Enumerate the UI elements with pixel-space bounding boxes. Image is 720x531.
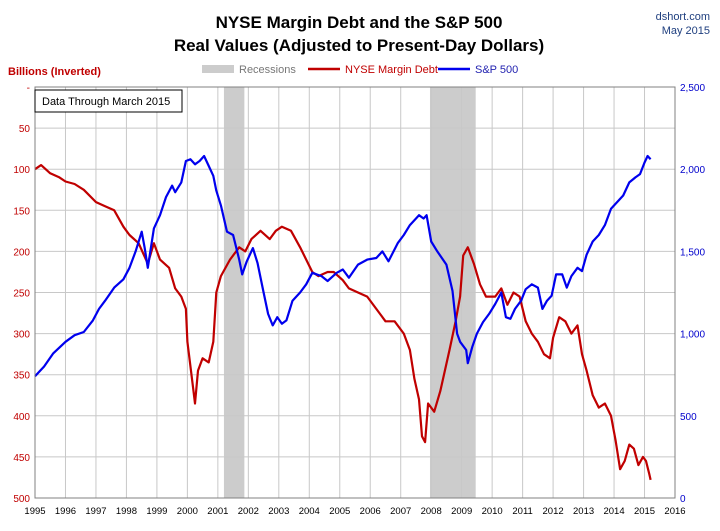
- left-axis-label: Billions (Inverted): [8, 66, 101, 78]
- x-axis-tick-label: 2002: [238, 506, 259, 517]
- left-axis-tick-label: 300: [13, 330, 30, 341]
- right-axis-tick-label: 2,000: [680, 165, 705, 176]
- x-axis-tick-label: 2016: [664, 506, 685, 517]
- margin-debt-line: [34, 164, 652, 481]
- left-axis-tick-label: 50: [19, 124, 31, 135]
- gridlines: [34, 86, 676, 499]
- right-axis-tick-label: 0: [680, 494, 686, 505]
- chart-title: NYSE Margin Debt and the S&P 500: [216, 13, 503, 32]
- right-axis-tick-label: 2,500: [680, 83, 705, 94]
- x-axis-tick-label: 2009: [451, 506, 472, 517]
- x-axis-tick-label: 2010: [482, 506, 503, 517]
- legend-recessions-label: Recessions: [239, 64, 296, 76]
- series-layer: [34, 154, 652, 481]
- left-axis-tick-label: 250: [13, 289, 30, 300]
- x-axis-tick-label: 2006: [360, 506, 381, 517]
- annotation-box: Data Through March 2015: [34, 89, 183, 113]
- right-axis-tick-label: 1,500: [680, 247, 705, 258]
- x-axis-tick-label: 2001: [207, 506, 228, 517]
- x-axis-tick-label: 2013: [573, 506, 594, 517]
- x-axis-tick-label: 2012: [543, 506, 564, 517]
- left-axis-tick-label: 200: [13, 247, 30, 258]
- x-axis-tick-label: 2007: [390, 506, 411, 517]
- right-axis-tick-label: 1,000: [680, 330, 705, 341]
- left-axis-tick-label: 500: [13, 494, 30, 505]
- left-axis-tick-label: 450: [13, 453, 30, 464]
- axes: - 50 100 150 200 250 300 350 400 450 500 0 500 1,000 1…: [13, 83, 705, 517]
- x-axis-tick-label: 2008: [421, 506, 442, 517]
- x-axis-tick-label: 1998: [116, 506, 137, 517]
- annotation-border: [34, 89, 183, 113]
- x-axis-tick-label: 2011: [512, 506, 532, 517]
- sp500-line: [34, 154, 652, 378]
- left-axis-tick-label: 150: [13, 206, 30, 217]
- x-axis-tick-label: 1997: [85, 506, 106, 517]
- x-axis-tick-label: 2000: [177, 506, 198, 517]
- x-axis-tick-label: 1996: [55, 506, 76, 517]
- date-label: May 2015: [662, 25, 710, 37]
- legend: Recessions NYSE Margin Debt S&P 500: [202, 64, 518, 76]
- left-axis-tick-label: 350: [13, 371, 30, 382]
- annotation-text: Data Through March 2015: [42, 96, 170, 108]
- x-axis-tick-label: 2015: [634, 506, 655, 517]
- source-label: dshort.com: [656, 11, 710, 23]
- left-axis-tick-label: 100: [13, 165, 30, 176]
- left-axis-tick-label: 400: [13, 412, 30, 423]
- legend-sp500-label: S&P 500: [475, 64, 518, 76]
- x-axis-tick-label: 2004: [299, 506, 320, 517]
- x-axis-tick-label: 2005: [329, 506, 350, 517]
- legend-recessions-swatch: [202, 65, 234, 73]
- chart-subtitle: Real Values (Adjusted to Present-Day Dol…: [174, 36, 544, 55]
- legend-margin-debt-label: NYSE Margin Debt: [345, 64, 438, 76]
- x-axis-tick-label: 2003: [268, 506, 289, 517]
- plot-frame: [34, 86, 676, 499]
- x-axis-tick-label: 2014: [603, 506, 624, 517]
- x-axis-tick-label: 1995: [24, 506, 45, 517]
- left-axis-tick-label: -: [27, 83, 30, 94]
- right-axis-tick-label: 500: [680, 412, 697, 423]
- x-axis-tick-label: 1999: [146, 506, 167, 517]
